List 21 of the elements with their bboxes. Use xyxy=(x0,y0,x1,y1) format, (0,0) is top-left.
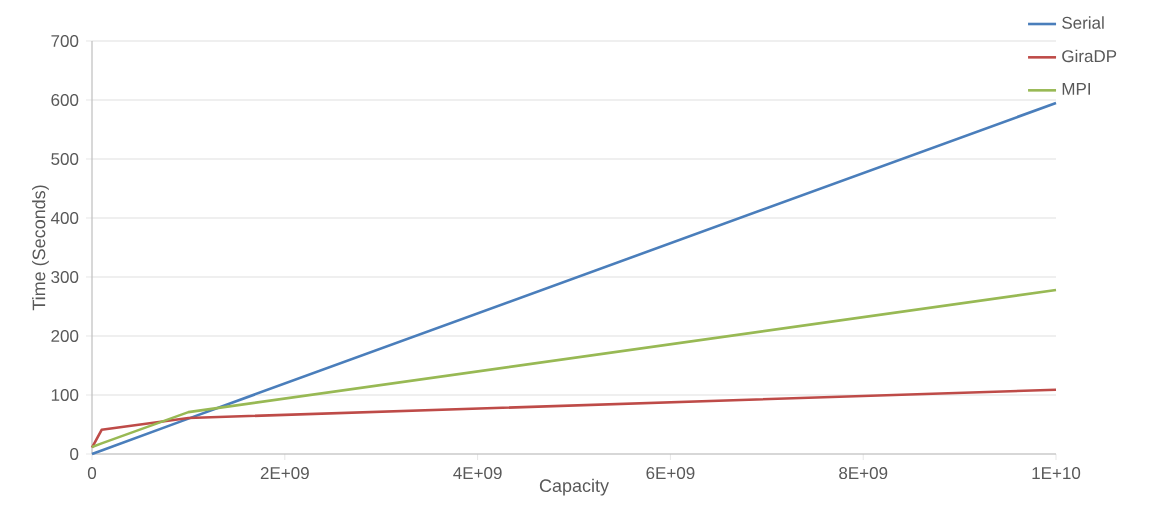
y-tick-label: 100 xyxy=(51,388,79,402)
x-axis-title: Capacity xyxy=(539,478,609,496)
legend-label: MPI xyxy=(1062,82,1091,95)
x-tick-label: 6E+09 xyxy=(646,467,695,480)
line-series xyxy=(90,388,1058,449)
y-axis-title: Time (Seconds) xyxy=(32,185,49,311)
y-tick-label: 0 xyxy=(70,448,79,461)
line-series xyxy=(90,288,1058,449)
y-tick-label: 500 xyxy=(51,152,79,166)
y-tick-label: 300 xyxy=(51,270,79,284)
x-tick-label: 4E+09 xyxy=(453,467,502,480)
legend-label: GiraDP xyxy=(1062,49,1117,63)
y-tick-label: 400 xyxy=(50,211,79,225)
x-tick-label: 8E+09 xyxy=(839,467,888,480)
y-tick-label: 600 xyxy=(51,93,79,106)
y-tick-label: 700 xyxy=(51,34,79,47)
x-tick-label: 1E+10 xyxy=(1032,467,1081,480)
x-tick-label: 2E+09 xyxy=(260,467,309,480)
legend-label: Serial xyxy=(1062,16,1104,29)
x-tick-label: 0 xyxy=(87,467,97,480)
y-tick-label: 200 xyxy=(51,329,79,343)
